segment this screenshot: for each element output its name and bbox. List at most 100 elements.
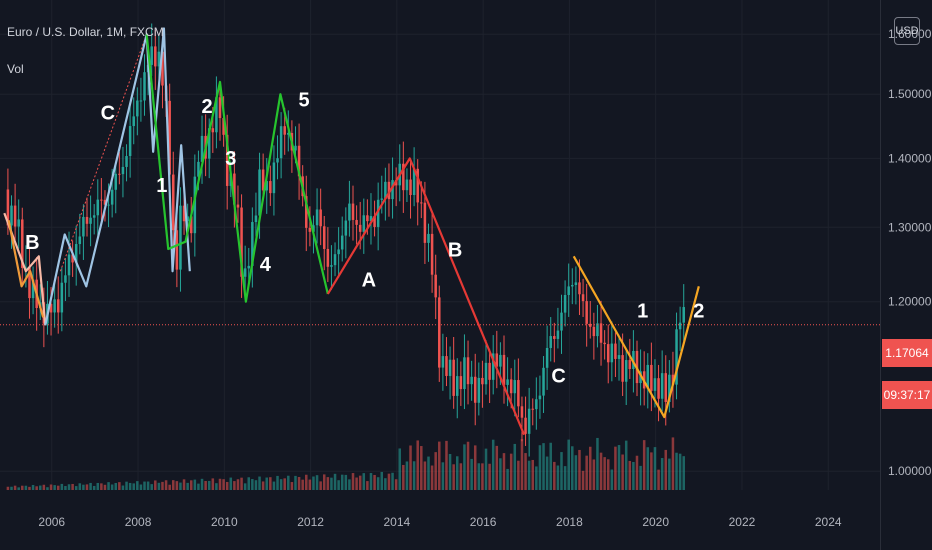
volume-bar xyxy=(481,463,484,490)
candle-body xyxy=(82,216,85,237)
candle-body xyxy=(315,209,319,226)
volume-bar xyxy=(35,486,38,490)
volume-bar xyxy=(225,481,229,490)
wave-label: 3 xyxy=(225,148,236,170)
candle-body xyxy=(477,377,481,403)
volume-bar xyxy=(538,445,542,490)
wave-label: 2 xyxy=(693,300,704,322)
y-tick-label: 1.30000 xyxy=(888,220,932,234)
volume-bar xyxy=(553,461,556,490)
candle-body xyxy=(114,173,118,190)
candle-body xyxy=(31,279,35,299)
volume-bar xyxy=(398,448,401,490)
candle-body xyxy=(64,275,67,283)
volume-bar xyxy=(204,480,207,490)
candle-body xyxy=(682,307,685,323)
candle-body xyxy=(269,181,272,194)
y-tick-label: 1.20000 xyxy=(888,295,932,309)
candle-body xyxy=(376,199,380,227)
candle-body xyxy=(592,326,596,337)
volume-bar xyxy=(150,484,153,490)
volume-bar xyxy=(71,483,74,490)
candles xyxy=(6,23,685,457)
candle-body xyxy=(599,323,603,343)
candle-body xyxy=(574,282,578,286)
volume-bar xyxy=(31,484,35,490)
candle-body xyxy=(251,222,254,266)
candle-body xyxy=(614,343,617,359)
candle-body xyxy=(463,357,466,390)
volume-bar xyxy=(484,448,488,490)
candle-body xyxy=(89,217,92,224)
candle-body xyxy=(657,378,660,399)
volume-bar xyxy=(301,479,304,490)
candle-body xyxy=(509,379,513,394)
candle-body xyxy=(553,336,556,339)
volume-bar xyxy=(161,481,164,490)
bar-countdown-label: 09:37:17 xyxy=(882,381,932,409)
candle-body xyxy=(502,354,506,385)
candle-body xyxy=(6,189,10,226)
candle-body xyxy=(53,299,56,313)
volume-bar xyxy=(603,457,606,490)
volume-bar xyxy=(168,484,171,490)
candle-body xyxy=(660,373,664,399)
currency-button[interactable]: USD xyxy=(894,17,920,45)
candle-body xyxy=(610,343,614,363)
volume-bar xyxy=(394,479,398,490)
candle-body xyxy=(193,176,197,234)
volume-bar xyxy=(322,474,326,490)
candle-body xyxy=(272,162,276,194)
volume-bar xyxy=(251,479,254,490)
candle-body xyxy=(653,378,657,391)
candle-body xyxy=(581,294,585,302)
candle-body xyxy=(409,179,412,196)
volume-bar xyxy=(344,474,348,490)
candle-body xyxy=(499,354,502,367)
volume-bar xyxy=(290,482,294,490)
candle-body xyxy=(628,360,632,369)
candle-body xyxy=(287,132,290,135)
candle-body xyxy=(13,205,17,227)
candle-body xyxy=(567,286,570,295)
candle-body xyxy=(481,377,484,385)
volume-bar xyxy=(362,473,366,490)
volume-bar xyxy=(358,475,362,490)
candle-body xyxy=(222,118,225,135)
candle-body xyxy=(520,406,524,418)
volume-bar xyxy=(420,446,423,490)
candle-body xyxy=(207,128,211,159)
volume-bar xyxy=(276,475,279,490)
volume-bar xyxy=(39,485,42,490)
candle-body xyxy=(154,46,157,67)
volume-bar xyxy=(387,473,391,490)
volume-bar xyxy=(614,446,617,490)
candle-body xyxy=(621,355,624,382)
candle-body xyxy=(236,204,240,208)
volume-bar xyxy=(463,444,466,490)
volume-bar xyxy=(319,481,322,490)
candle-body xyxy=(258,169,261,216)
candle-body xyxy=(484,362,488,385)
candle-body xyxy=(103,199,107,205)
volume-bar xyxy=(193,479,197,490)
volume-bar xyxy=(28,486,31,490)
volume-bar xyxy=(405,461,409,490)
elliott-wave-line xyxy=(7,219,45,318)
volume-bar xyxy=(21,485,24,490)
volume-bar xyxy=(430,465,434,490)
volume-bars xyxy=(6,437,685,490)
volume-bar xyxy=(78,483,82,490)
candle-body xyxy=(434,274,437,298)
candle-body xyxy=(506,379,509,385)
volume-bar xyxy=(312,476,315,490)
volume-bar xyxy=(64,486,67,490)
volume-bar xyxy=(535,466,538,490)
volume-bar xyxy=(416,440,419,490)
volume-bar xyxy=(650,452,653,490)
candle-body xyxy=(531,408,535,410)
candle-body xyxy=(121,166,125,175)
candle-body xyxy=(438,297,441,368)
volume-bar xyxy=(524,453,527,490)
